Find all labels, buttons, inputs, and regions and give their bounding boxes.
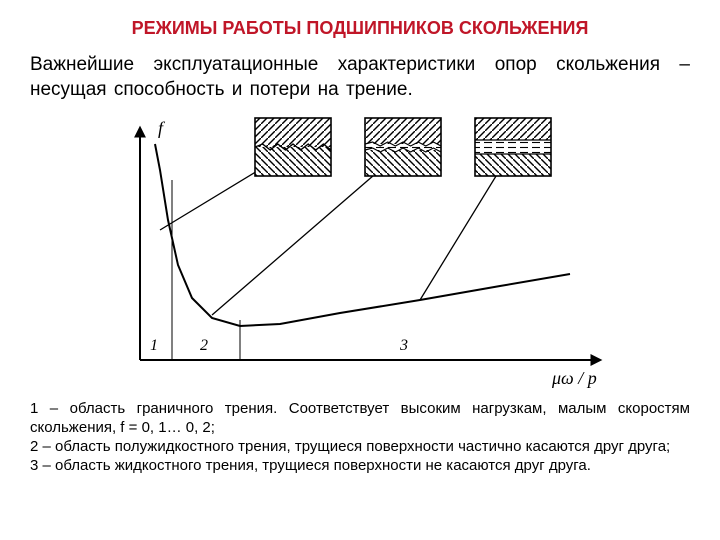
inset-bottom	[365, 150, 441, 176]
inset-top	[255, 118, 331, 147]
page-title: РЕЖИМЫ РАБОТЫ ПОДШИПНИКОВ СКОЛЬЖЕНИЯ	[30, 18, 690, 39]
caption-line-2: 2 – область полужидкостного трения, трущ…	[30, 438, 690, 457]
x-axis-label: μω / p	[551, 368, 597, 388]
caption-line-1: 1 – область граничного трения. Соответст…	[30, 400, 690, 438]
y-axis-label: f	[158, 118, 166, 138]
inset-bottom	[255, 147, 331, 176]
inset-top	[365, 118, 441, 144]
caption-block: 1 – область граничного трения. Соответст…	[30, 400, 690, 475]
inset-film	[365, 144, 441, 150]
inset-bottom	[475, 154, 551, 176]
stribeck-chart: f μω / p 1 2 3	[30, 110, 690, 390]
inset-top	[475, 118, 551, 140]
chart-svg: f μω / p 1 2 3	[100, 110, 620, 390]
region-label: 3	[399, 337, 408, 354]
inset-film	[475, 140, 551, 154]
lead-paragraph: Важнейшие эксплуатационные характеристик…	[30, 53, 690, 102]
region-label: 2	[200, 337, 208, 354]
caption-line-3: 3 – область жидкостного трения, трущиеся…	[30, 457, 690, 476]
region-label: 1	[150, 337, 158, 354]
